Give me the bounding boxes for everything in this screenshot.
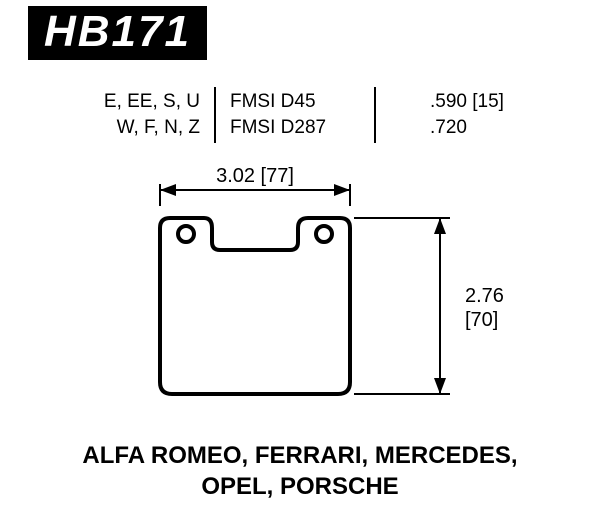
footer-line1: ALFA ROMEO, FERRARI, MERCEDES,	[0, 440, 600, 471]
brake-pad-outline	[160, 218, 350, 394]
compounds-line2: W, F, N, Z	[60, 115, 200, 141]
brake-pad-diagram: 3.02 [77] 2.76 [70]	[120, 160, 540, 420]
fmsi-col: FMSI D45 FMSI D287	[230, 89, 360, 140]
part-number-badge: HB171	[28, 6, 207, 60]
footer-line2: OPEL, PORSCHE	[0, 471, 600, 502]
thickness-line2: .720	[430, 115, 560, 141]
fmsi-line1: FMSI D45	[230, 89, 360, 115]
compounds-col: E, EE, S, U W, F, N, Z	[60, 89, 200, 140]
width-label: 3.02 [77]	[216, 165, 294, 187]
thickness-line1: .590 [15]	[430, 89, 560, 115]
height-dimension: 2.76 [70]	[354, 218, 504, 394]
thickness-col: .590 [15] .720	[430, 89, 560, 140]
height-label: 2.76	[465, 285, 504, 307]
compounds-line1: E, EE, S, U	[60, 89, 200, 115]
fmsi-line2: FMSI D287	[230, 115, 360, 141]
width-dimension: 3.02 [77]	[160, 165, 350, 206]
height-label-metric: [70]	[465, 309, 498, 331]
divider-2	[374, 87, 376, 143]
divider-1	[214, 87, 216, 143]
application-footer: ALFA ROMEO, FERRARI, MERCEDES, OPEL, POR…	[0, 440, 600, 502]
spec-row: E, EE, S, U W, F, N, Z FMSI D45 FMSI D28…	[60, 84, 560, 146]
